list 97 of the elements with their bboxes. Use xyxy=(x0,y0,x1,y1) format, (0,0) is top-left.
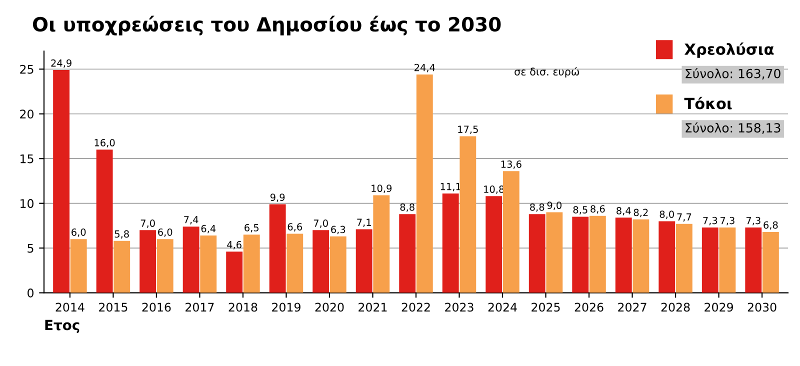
bar xyxy=(373,195,390,293)
bar xyxy=(702,227,718,293)
data-label: 6,0 xyxy=(72,228,86,237)
x-tick-label: 2018 xyxy=(228,302,258,312)
bar xyxy=(156,239,174,293)
x-tick-label: 2030 xyxy=(748,302,776,312)
annotation: σε δισ. ευρώ xyxy=(514,67,579,78)
bar xyxy=(286,234,304,293)
bar xyxy=(269,204,286,293)
data-label: 8,6 xyxy=(590,205,605,214)
y-tick-label: 25 xyxy=(20,64,34,74)
data-label: 7,3 xyxy=(703,216,718,226)
data-label: 16,0 xyxy=(94,139,115,148)
y-tick-label: 0 xyxy=(28,288,34,298)
x-tick-label: 2029 xyxy=(704,302,733,312)
x-tick-label: 2026 xyxy=(574,302,604,312)
bar xyxy=(589,216,606,293)
x-tick-label: 2023 xyxy=(445,302,474,312)
legend-label: Τόκοι xyxy=(684,96,732,110)
bar xyxy=(53,70,70,293)
data-label: 9,9 xyxy=(270,194,285,202)
data-label: 6,4 xyxy=(201,224,216,234)
x-tick-label: 2017 xyxy=(186,302,214,312)
data-label: 7,0 xyxy=(314,220,328,228)
y-tick-label: 15 xyxy=(20,154,34,164)
data-label: 7,1 xyxy=(357,218,371,227)
y-tick-label: 5 xyxy=(28,244,34,253)
bar xyxy=(356,229,372,293)
bar xyxy=(546,212,563,293)
data-label: 4,6 xyxy=(227,241,242,250)
data-label: 6,8 xyxy=(764,221,778,230)
data-label: 6,3 xyxy=(331,226,346,234)
bar xyxy=(330,236,346,293)
bar xyxy=(96,150,113,293)
data-label: 8,8 xyxy=(530,203,544,212)
data-label: 8,2 xyxy=(634,208,648,218)
x-tick-label: 2022 xyxy=(402,302,430,312)
bar xyxy=(312,230,330,293)
data-label: 17,5 xyxy=(458,126,478,134)
data-label: 7,3 xyxy=(746,216,760,226)
data-label: 13,6 xyxy=(501,160,522,169)
x-tick-label: 2028 xyxy=(661,302,690,312)
bar xyxy=(226,252,243,293)
data-label: 24,4 xyxy=(414,64,435,72)
bar xyxy=(243,234,260,293)
bar xyxy=(460,136,476,293)
data-label: 11,1 xyxy=(440,182,461,192)
annotation: Σύνολο: 163,70 xyxy=(686,68,780,80)
bar xyxy=(572,216,589,293)
data-label: 7,7 xyxy=(677,213,692,222)
bar xyxy=(745,227,762,293)
y-tick-label: 10 xyxy=(20,199,34,208)
bar xyxy=(114,240,130,293)
data-label: 8,4 xyxy=(616,207,631,216)
data-label: 24,9 xyxy=(51,59,72,68)
x-tick-label: 2021 xyxy=(358,302,387,312)
bar xyxy=(416,74,433,293)
x-axis-title: Ετος xyxy=(45,320,80,333)
x-tick-label: 2016 xyxy=(142,302,171,312)
bar xyxy=(762,232,779,293)
data-label: 6,5 xyxy=(244,224,259,232)
data-label: 5,8 xyxy=(114,230,129,239)
bar xyxy=(658,221,676,293)
data-label: 7,0 xyxy=(140,220,155,228)
x-tick-label: 2025 xyxy=(532,302,560,312)
x-tick-label: 2020 xyxy=(315,302,344,312)
bar xyxy=(615,218,632,293)
bar xyxy=(528,214,546,293)
bar xyxy=(442,193,459,293)
data-label: 9,0 xyxy=(547,202,562,210)
data-label: 8,0 xyxy=(660,210,674,219)
x-tick-label: 2024 xyxy=(488,302,517,312)
bar xyxy=(676,224,692,293)
bar xyxy=(70,239,87,293)
x-tick-label: 2027 xyxy=(618,302,646,312)
bar xyxy=(182,226,200,293)
bar xyxy=(719,227,736,293)
data-label: 7,4 xyxy=(184,216,198,224)
bar xyxy=(486,196,502,293)
data-label: 6,0 xyxy=(158,228,172,237)
data-label: 8,5 xyxy=(573,206,588,214)
x-tick-label: 2014 xyxy=(56,302,84,312)
data-label: 8,8 xyxy=(400,203,414,212)
x-tick-label: 2015 xyxy=(99,302,128,312)
chart-title: Οι υποχρεώσεις του Δημοσίου έως το 2030 xyxy=(32,16,501,36)
annotation: Σύνολο: 158,13 xyxy=(686,122,780,134)
data-label: 10,9 xyxy=(372,184,392,193)
bar xyxy=(632,219,650,293)
y-tick-label: 20 xyxy=(20,110,34,119)
x-tick-label: 2019 xyxy=(272,302,300,312)
bar xyxy=(399,214,416,293)
bar xyxy=(200,236,217,293)
bar xyxy=(502,171,520,293)
data-label: 6,6 xyxy=(288,223,302,232)
data-label: 7,3 xyxy=(720,216,734,226)
legend-label: Χρεολύσια xyxy=(684,42,774,58)
bar xyxy=(140,230,156,293)
